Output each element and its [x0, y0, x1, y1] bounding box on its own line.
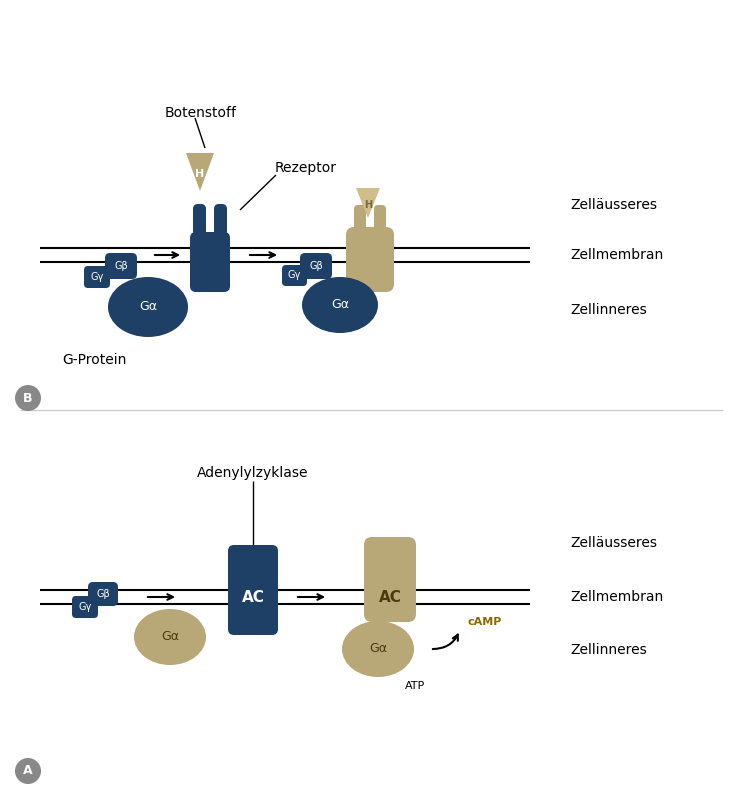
FancyBboxPatch shape	[214, 204, 227, 236]
Polygon shape	[356, 188, 380, 218]
Text: H: H	[364, 200, 372, 209]
Text: Zelläusseres: Zelläusseres	[570, 198, 657, 212]
FancyBboxPatch shape	[300, 253, 332, 279]
Text: Zelläusseres: Zelläusseres	[570, 536, 657, 550]
Ellipse shape	[134, 609, 206, 665]
FancyBboxPatch shape	[374, 205, 386, 231]
FancyBboxPatch shape	[282, 265, 307, 286]
Ellipse shape	[108, 277, 188, 337]
Text: Gα: Gα	[161, 630, 179, 643]
Text: Zellinneres: Zellinneres	[570, 303, 646, 317]
FancyBboxPatch shape	[88, 582, 118, 606]
Circle shape	[15, 385, 41, 411]
Ellipse shape	[302, 277, 378, 333]
Text: H: H	[195, 169, 204, 179]
Text: ATP: ATP	[405, 681, 425, 691]
Text: Gα: Gα	[139, 300, 157, 313]
Text: Zellmembran: Zellmembran	[570, 248, 663, 262]
Text: G-Protein: G-Protein	[62, 353, 126, 367]
Text: Gα: Gα	[369, 642, 387, 655]
Text: cAMP: cAMP	[467, 617, 502, 627]
Text: Gβ: Gβ	[309, 261, 323, 271]
Text: Gβ: Gβ	[96, 589, 110, 599]
Text: Botenstoff: Botenstoff	[165, 106, 237, 120]
Text: Rezeptor: Rezeptor	[275, 161, 337, 175]
Circle shape	[15, 758, 41, 784]
Ellipse shape	[342, 621, 414, 677]
Text: Zellinneres: Zellinneres	[570, 643, 646, 657]
Text: B: B	[23, 392, 33, 404]
Text: A: A	[23, 765, 33, 777]
FancyBboxPatch shape	[228, 545, 278, 635]
Text: AC: AC	[379, 590, 401, 605]
FancyBboxPatch shape	[72, 596, 98, 618]
Text: Gα: Gα	[331, 299, 349, 312]
Text: Gγ: Gγ	[288, 270, 301, 280]
Text: Gγ: Gγ	[78, 602, 91, 612]
Text: Gγ: Gγ	[91, 272, 104, 282]
Text: Adenylylzyklase: Adenylylzyklase	[197, 466, 309, 480]
FancyBboxPatch shape	[84, 266, 110, 288]
FancyBboxPatch shape	[190, 232, 230, 292]
Text: AC: AC	[241, 590, 265, 605]
FancyBboxPatch shape	[193, 204, 206, 236]
FancyBboxPatch shape	[105, 253, 137, 279]
Polygon shape	[186, 153, 214, 191]
FancyBboxPatch shape	[346, 227, 394, 292]
Text: Zellmembran: Zellmembran	[570, 590, 663, 604]
FancyBboxPatch shape	[354, 205, 366, 231]
Text: Gβ: Gβ	[114, 261, 128, 271]
FancyBboxPatch shape	[364, 537, 416, 622]
